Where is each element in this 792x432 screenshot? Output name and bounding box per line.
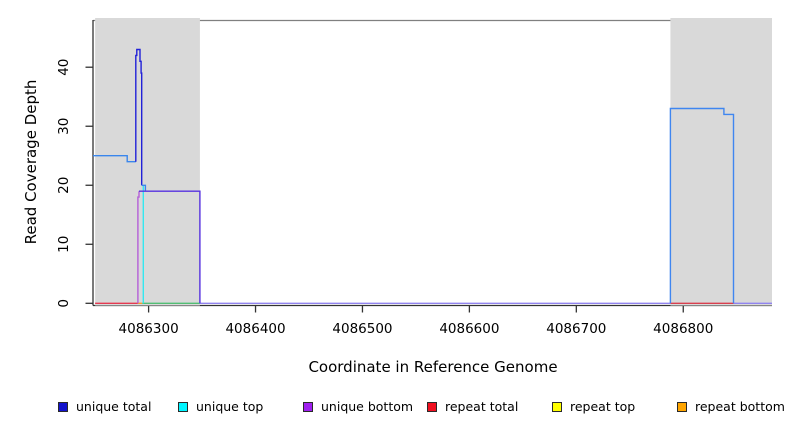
y-tick-label: 10 [56, 236, 72, 253]
x-tick-label: 4086500 [332, 321, 392, 337]
series-path-unique-plateau-19 [139, 190, 201, 304]
x-tick-label: 4086800 [653, 321, 713, 337]
x-tick-label: 4086400 [225, 321, 285, 337]
series-path-unique-total-spike [135, 48, 143, 186]
series-path-unique-total-right-block [669, 107, 735, 304]
y-axis-title: Read Coverage Depth [22, 79, 40, 245]
y-tick-label: 30 [56, 118, 72, 135]
repeat-region-shade-1 [670, 18, 772, 306]
x-axis-title: Coordinate in Reference Genome [308, 358, 558, 376]
y-tick-label: 20 [56, 177, 72, 194]
y-tick-label: 0 [56, 299, 72, 308]
x-tick-label: 4086600 [439, 321, 499, 337]
repeat-region-shade-0 [95, 18, 200, 306]
x-tick-label: 4086700 [546, 321, 606, 337]
y-tick-label: 40 [56, 59, 72, 76]
series-path-unique-total-shoulder [141, 184, 147, 192]
x-tick-label: 4086300 [119, 321, 179, 337]
series-path-unique-bottom-rise [137, 191, 140, 304]
series-path-unique-total-left [93, 154, 136, 163]
